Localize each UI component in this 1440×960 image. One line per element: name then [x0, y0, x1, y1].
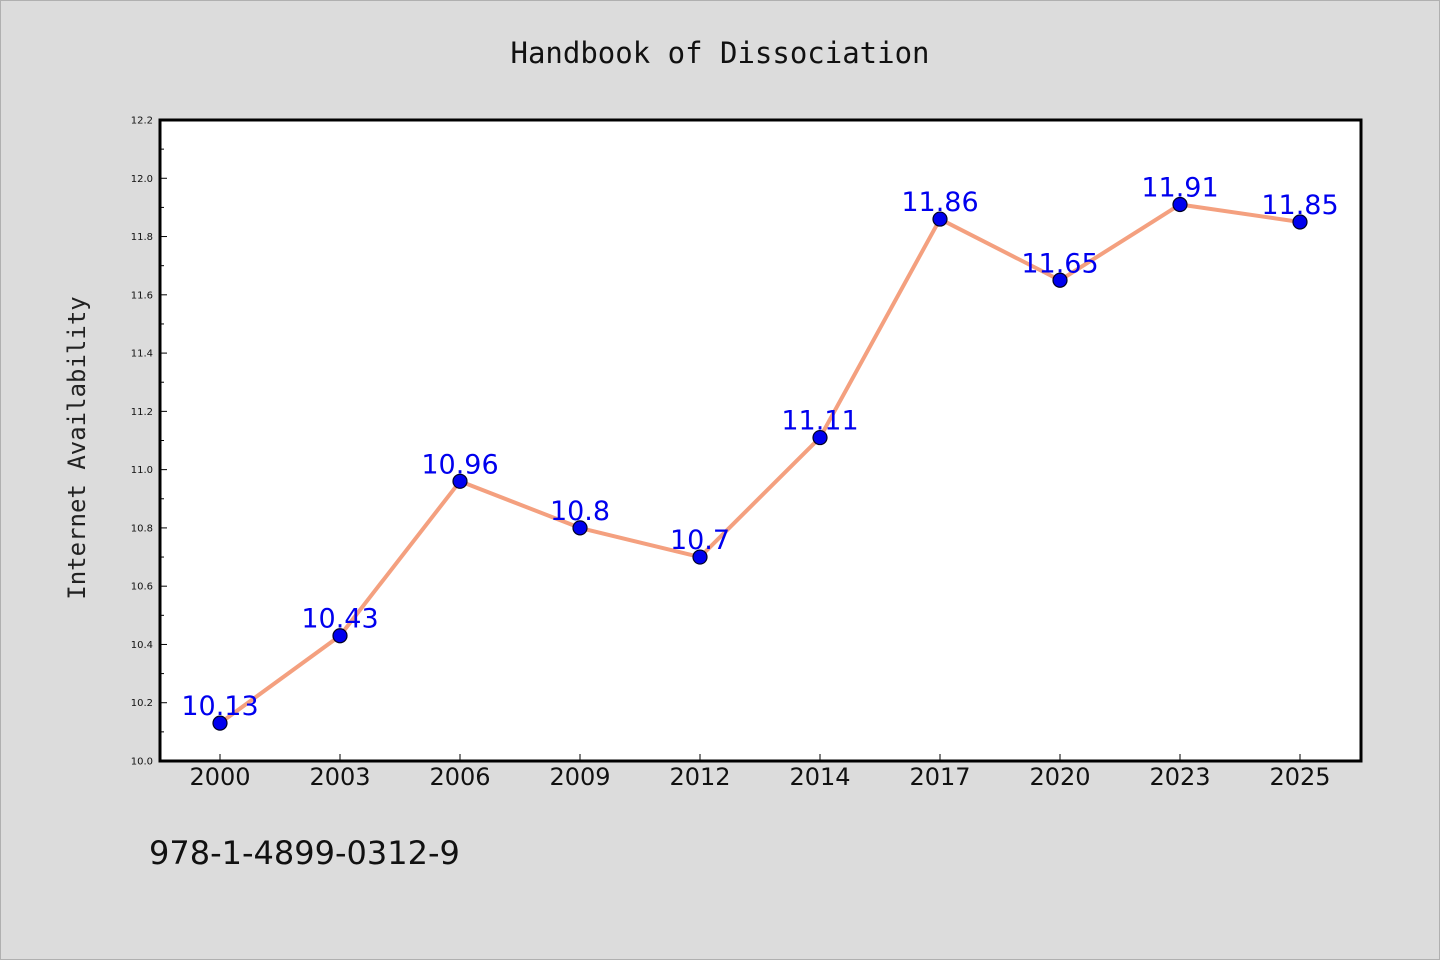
chart-title: Handbook of Dissociation	[510, 36, 929, 70]
x-tick-label: 2012	[669, 763, 730, 791]
data-point	[692, 549, 708, 565]
x-tick-label: 2014	[789, 763, 850, 791]
x-tick-label: 2020	[1029, 763, 1090, 791]
data-point	[812, 429, 828, 446]
x-tick-label: 2000	[189, 763, 250, 791]
y-tick-label: 12.0	[131, 174, 153, 185]
data-point	[1172, 196, 1188, 213]
data-label: 10.7	[670, 525, 730, 556]
y-axis-ticks: 10.0 10.2 10.4 10.6 10.8 11.0 11.2 11.4 11.6 11.8…	[131, 116, 167, 768]
data-label: 11.86	[901, 187, 978, 218]
x-tick-label: 2025	[1269, 763, 1330, 791]
data-point	[212, 715, 228, 731]
x-tick-label: 2017	[909, 763, 970, 791]
x-tick-label: 2006	[429, 763, 490, 791]
y-tick-label: 11.4	[131, 349, 153, 360]
data-label: 10.96	[421, 449, 498, 480]
series-line	[218, 202, 1302, 726]
data-label: 10.43	[301, 604, 378, 635]
data-point	[452, 473, 468, 489]
data-label: 10.13	[181, 691, 258, 722]
isbn-footer: 978-1-4899-0312-9	[149, 834, 460, 872]
data-label: 11.65	[1021, 248, 1098, 279]
y-tick-label: 10.4	[131, 640, 153, 651]
x-axis-ticks: 2000 2003 2006 2009 2012 2014 2017 2020 2023 2025	[189, 754, 1331, 791]
plot-area	[160, 120, 1361, 761]
y-tick-label: 11.2	[131, 407, 153, 418]
data-point	[572, 520, 588, 536]
data-point	[932, 211, 948, 227]
x-tick-label: 2003	[309, 763, 370, 791]
y-tick-label: 12.2	[131, 116, 153, 127]
data-point	[1292, 214, 1308, 230]
data-label: 10.8	[550, 496, 610, 527]
y-tick-label: 11.0	[131, 465, 153, 476]
x-tick-label: 2009	[549, 763, 610, 791]
x-tick-label: 2023	[1149, 763, 1210, 791]
y-tick-label: 11.6	[131, 290, 153, 301]
plot-frame	[158, 118, 1363, 763]
y-tick-label: 11.8	[131, 232, 153, 243]
y-tick-label: 10.6	[131, 582, 153, 593]
y-axis-label: Internet Availability	[63, 296, 91, 599]
data-point	[1052, 272, 1068, 288]
y-tick-label: 10.0	[131, 757, 153, 768]
series-group: 10.13 10.43 10.96 10.8 10.7 11.11 11.86 11.65 11…	[181, 172, 1339, 731]
y-tick-label: 10.2	[131, 698, 153, 709]
data-point	[332, 628, 348, 644]
data-label: 11.91	[1141, 172, 1218, 203]
data-label: 11.11	[781, 406, 858, 437]
data-label: 11.85	[1261, 190, 1338, 221]
y-tick-label: 10.8	[131, 523, 153, 534]
